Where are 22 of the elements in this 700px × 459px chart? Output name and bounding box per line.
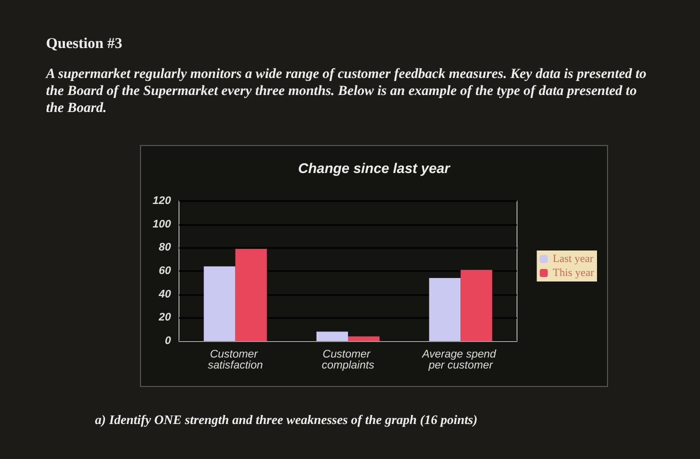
bar bbox=[235, 248, 267, 341]
y-tick-label: 80 bbox=[158, 242, 172, 254]
y-tick-label: 60 bbox=[158, 265, 172, 277]
text: a) Identify ONE strength and three weaknesses of the graph (16 points) bbox=[95, 412, 478, 428]
bar bbox=[429, 278, 461, 341]
x-tick-label: Average spend per customer bbox=[421, 348, 500, 372]
x-tick-label: Customer satisfaction bbox=[208, 348, 263, 372]
bar bbox=[316, 332, 348, 341]
y-tick-label: 120 bbox=[152, 195, 172, 207]
legend-label: This year bbox=[552, 267, 594, 279]
bar bbox=[204, 266, 236, 341]
legend-label: Last year bbox=[552, 253, 594, 265]
y-tick-label: 20 bbox=[158, 312, 172, 324]
chart-title: Change since last year bbox=[298, 160, 452, 176]
y-tick-label: 40 bbox=[158, 288, 172, 300]
bar bbox=[348, 336, 380, 341]
x-tick-label: Customer complaints bbox=[322, 348, 375, 372]
bar bbox=[460, 270, 492, 341]
y-tick-label: 0 bbox=[164, 335, 172, 347]
y-tick-label: 100 bbox=[152, 218, 172, 230]
text: Question #3 bbox=[46, 36, 122, 53]
text: A supermarket regularly monitors a wide range of customer feedback measures. Key data is presented to the Board of the Supermarket every three months. Below is an example of the type of data presented to the Board. bbox=[46, 66, 648, 117]
